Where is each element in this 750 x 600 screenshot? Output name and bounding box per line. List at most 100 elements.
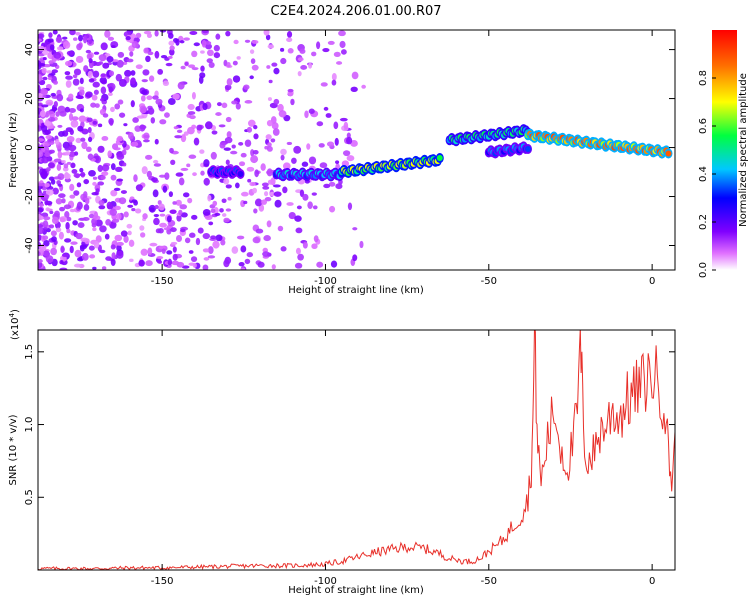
spectrogram-noise-dot xyxy=(176,129,183,133)
colorbar-tick-label: 0.0 xyxy=(698,262,709,278)
spectrogram-noise-dot xyxy=(225,159,230,165)
spectrogram-noise-dot xyxy=(53,80,58,85)
spectrogram-noise-dot xyxy=(51,216,59,225)
figure-title: C2E4.2024.206.01.00.R07 xyxy=(270,4,441,19)
spectrogram-noise-dot xyxy=(147,247,153,256)
spectrogram-noise-dot xyxy=(196,124,203,131)
spectrogram-noise-dot xyxy=(46,70,52,74)
spectrogram-noise-dot xyxy=(60,245,65,254)
spectrogram-noise-dot xyxy=(262,185,270,190)
spectrogram-noise-dot xyxy=(158,174,166,178)
spectrogram-noise-dot xyxy=(141,79,148,83)
spectrogram-noise-dot xyxy=(91,94,98,101)
spectrogram-noise-dot xyxy=(250,155,259,164)
spectrogram-noise-dot xyxy=(188,250,194,254)
spectrogram-noise-dot xyxy=(143,47,149,54)
spectrogram-noise-dot xyxy=(61,253,69,258)
spectrogram-xtick-label: -50 xyxy=(481,276,497,287)
spectrogram-noise-dot xyxy=(188,232,196,238)
spectrogram-noise-dot xyxy=(97,164,103,173)
spectrogram-noise-dot xyxy=(195,237,201,246)
spectrogram-noise-dot xyxy=(110,106,115,113)
snr-xtick-label: 0 xyxy=(649,576,655,587)
spectrogram-noise-dot xyxy=(253,124,258,130)
spectrogram-noise-dot xyxy=(81,252,89,261)
spectrogram-noise-dot xyxy=(50,92,56,97)
spectrogram-noise-dot xyxy=(243,84,250,90)
spectrogram-noise-dot xyxy=(235,102,241,110)
spectrogram-noise-dot xyxy=(147,51,154,56)
spectrogram-noise-dot xyxy=(152,95,159,100)
spectrogram-noise-dot xyxy=(272,128,280,136)
snr-ytick-label: 1.5 xyxy=(24,344,35,360)
spectrogram-noise-dot xyxy=(215,33,221,40)
spectrogram-noise-dot xyxy=(88,245,95,251)
spectrogram-noise-dot xyxy=(134,208,142,214)
spectrogram-noise-dot xyxy=(311,51,317,57)
spectrogram-noise-dot xyxy=(133,174,138,183)
spectrogram-noise-dot xyxy=(351,71,359,80)
spectrogram-noise-dot xyxy=(135,64,143,70)
spectrogram-noise-dot xyxy=(175,199,182,206)
spectrogram-noise-dot xyxy=(47,138,52,143)
spectrogram-noise-dot xyxy=(226,131,232,139)
spectrogram-noise-dot xyxy=(142,213,148,220)
spectrogram-noise-dot xyxy=(68,144,77,152)
spectrogram-noise-dot xyxy=(191,50,198,58)
spectrogram-noise-dot xyxy=(72,74,78,79)
spectrogram-noise-dot xyxy=(189,30,198,35)
spectrogram-noise-dot xyxy=(157,68,164,75)
colorbar-ticks: 0.0 0.2 0.4 0.6 0.8 xyxy=(698,70,716,278)
spectrogram-noise-dot xyxy=(120,190,127,194)
spectrogram-noise-dot xyxy=(64,71,71,76)
spectrogram-noise-dot xyxy=(41,156,49,164)
spectrogram-noise-dot xyxy=(162,80,170,87)
spectrogram-noise-dot xyxy=(79,108,84,113)
spectrogram-noise-dot xyxy=(246,252,254,258)
spectrogram-noise-dot xyxy=(45,135,53,140)
spectrogram-noise-dot xyxy=(140,248,148,256)
spectrogram-noise-dot xyxy=(41,67,47,74)
spectrogram-noise-dot xyxy=(274,199,282,208)
spectrogram-noise-dot xyxy=(38,207,44,213)
spectrogram-noise-dot xyxy=(56,163,62,171)
spectrogram-noise-dot xyxy=(334,137,339,146)
spectrogram-noise-dot xyxy=(302,193,309,201)
spectrogram-noise-dot xyxy=(77,125,84,132)
spectrogram-noise-dot xyxy=(147,107,155,115)
spectrogram-noise-dot xyxy=(231,246,239,254)
spectrogram-noise-dot xyxy=(51,236,57,243)
spectrogram-noise-dot xyxy=(311,243,318,250)
colorbar-tick-label: 0.6 xyxy=(698,118,709,134)
spectrogram-noise-dot xyxy=(223,59,228,67)
snr-xtick-label: -150 xyxy=(151,576,174,587)
spectrogram-noise-dot xyxy=(329,205,336,213)
spectrogram-noise-dot xyxy=(210,151,217,160)
spectrogram-noise-dot xyxy=(180,228,186,233)
spectrogram-noise-dot xyxy=(108,117,114,125)
spectrogram-noise-dot xyxy=(263,30,270,36)
spectrogram-noise-dot xyxy=(169,45,175,51)
spectrogram-noise-dot xyxy=(106,56,114,63)
spectrogram-noise-dot xyxy=(135,184,143,192)
spectrogram-noise-dot xyxy=(295,247,301,255)
spectrogram-feature-core xyxy=(436,155,443,162)
spectrogram-noise-dot xyxy=(101,171,109,176)
spectrogram-noise-dot xyxy=(304,110,309,119)
spectrogram-noise-dot xyxy=(143,132,150,140)
spectrogram-noise-dot xyxy=(223,259,230,268)
spectrogram-noise-dot xyxy=(152,189,159,198)
spectrogram-noise-dot xyxy=(97,123,103,128)
spectrogram-noise-dot xyxy=(64,210,70,219)
spectrogram-noise-dot xyxy=(253,208,258,214)
spectrogram-noise-dot xyxy=(164,172,170,180)
spectrogram-xtick-label: -150 xyxy=(151,276,174,287)
spectrogram-noise-dot xyxy=(155,228,162,234)
spectrogram-noise-dot xyxy=(68,93,74,100)
spectrogram-noise-dot xyxy=(346,155,355,162)
spectrogram-noise-dot xyxy=(233,39,239,45)
spectrogram-noise-dot xyxy=(170,227,177,233)
spectrogram-noise-dot xyxy=(184,61,189,66)
spectrogram-noise-dot xyxy=(171,260,180,266)
spectrogram-noise-dot xyxy=(244,39,251,43)
